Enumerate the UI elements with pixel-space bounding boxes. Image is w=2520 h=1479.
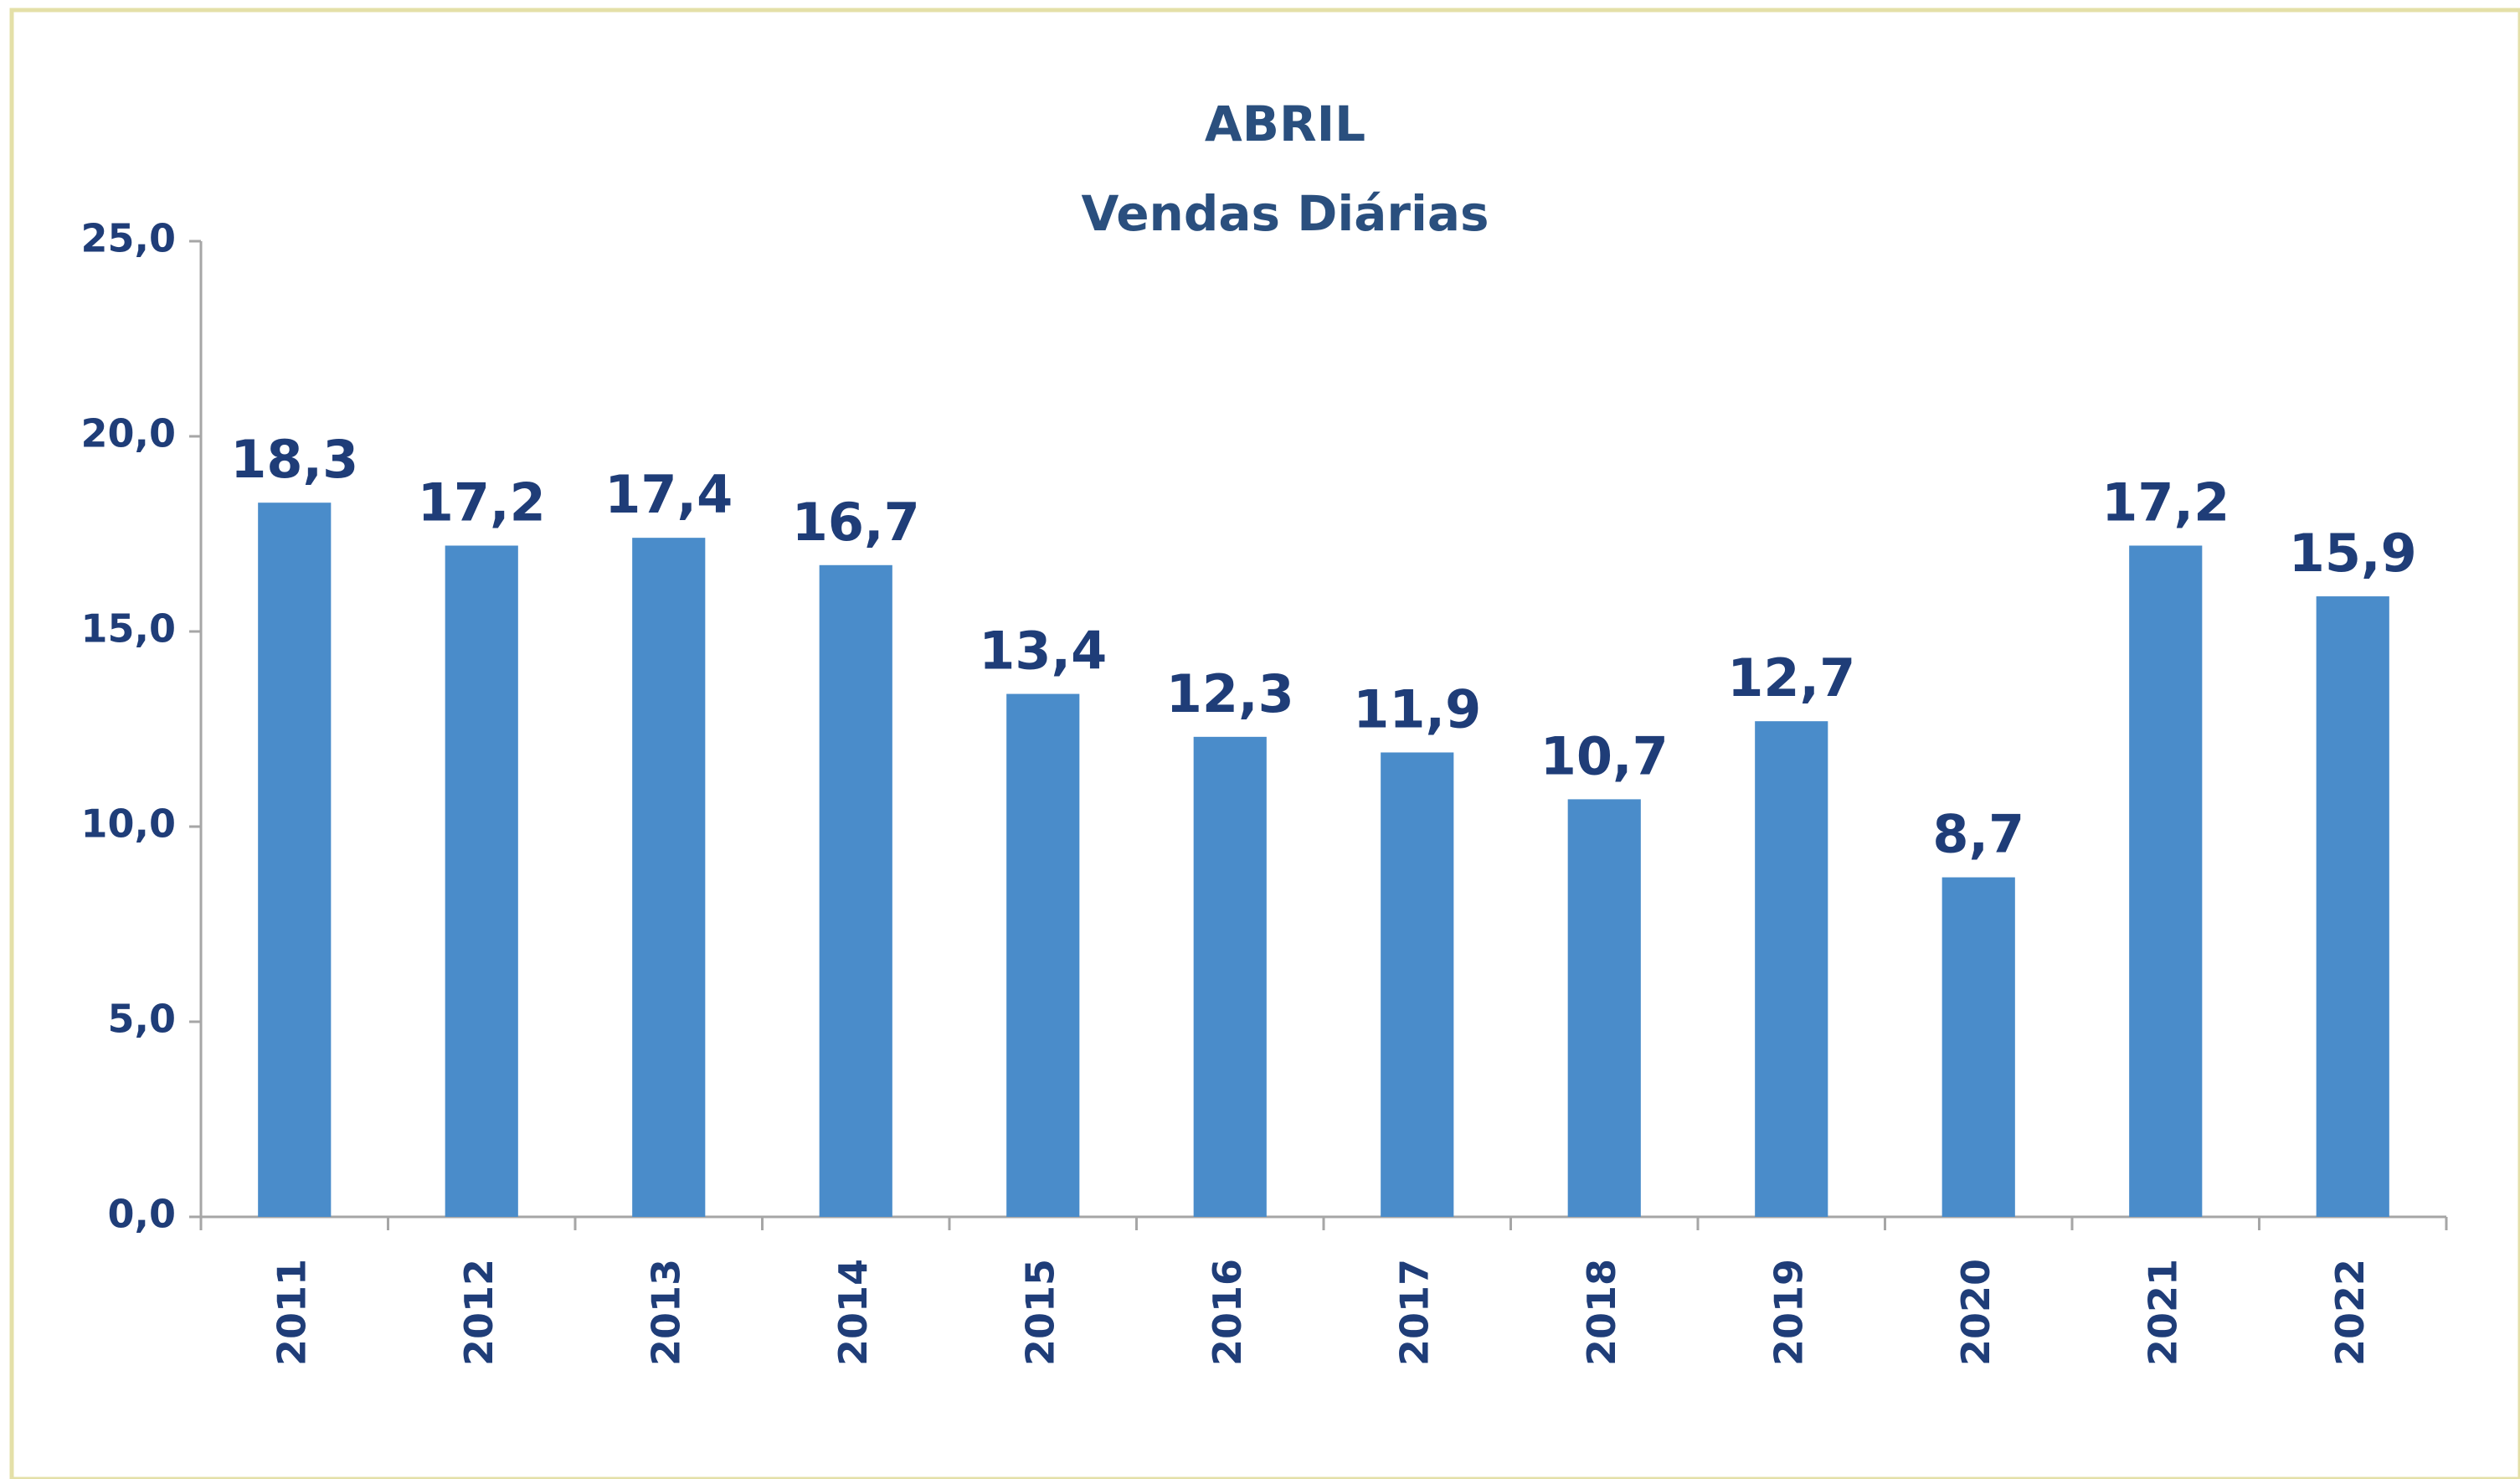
x-tick-label: 2012 [456, 1259, 501, 1366]
y-tick-label: 20,0 [81, 411, 177, 456]
bar [2129, 545, 2203, 1217]
y-tick-label: 10,0 [81, 801, 177, 847]
x-tick-label: 2021 [2140, 1259, 2185, 1366]
value-label: 12,7 [1727, 647, 1855, 709]
y-tick-label: 25,0 [81, 216, 177, 261]
bar [2316, 596, 2389, 1217]
x-tick-label: 2011 [269, 1259, 314, 1366]
bar [1006, 693, 1080, 1217]
value-label: 17,4 [604, 464, 733, 525]
x-tick-label: 2015 [1017, 1259, 1062, 1366]
bar [819, 564, 892, 1217]
value-label: 17,2 [418, 472, 546, 533]
chart-title: ABRIL [1205, 95, 1365, 152]
value-label: 18,3 [230, 429, 358, 490]
chart-subtitle: Vendas Diárias [1081, 185, 1489, 242]
y-tick-label: 15,0 [81, 606, 177, 652]
y-tick-label: 0,0 [108, 1192, 177, 1237]
x-tick-label: 2013 [643, 1259, 688, 1366]
bar [1755, 721, 1828, 1217]
value-label: 12,3 [1166, 663, 1294, 724]
x-tick-label: 2016 [1205, 1259, 1250, 1366]
x-tick-label: 2022 [2327, 1259, 2373, 1366]
value-label: 8,7 [1932, 804, 2024, 865]
x-tick-label: 2019 [1766, 1259, 1811, 1366]
bar [1381, 752, 1454, 1217]
bar [632, 538, 706, 1217]
bar [1567, 799, 1641, 1217]
x-tick-label: 2014 [831, 1259, 876, 1366]
bar [445, 545, 518, 1217]
value-label: 15,9 [2289, 523, 2417, 584]
bar [1193, 736, 1267, 1217]
bar [258, 502, 332, 1217]
value-label: 16,7 [792, 492, 920, 553]
y-tick-label: 5,0 [108, 997, 177, 1042]
value-label: 11,9 [1353, 678, 1481, 740]
x-tick-label: 2018 [1579, 1259, 1624, 1366]
x-tick-label: 2020 [1953, 1259, 1998, 1366]
value-label: 17,2 [2101, 472, 2229, 533]
bar [1941, 877, 2015, 1217]
value-label: 13,4 [979, 621, 1107, 682]
value-label: 10,7 [1540, 725, 1669, 786]
x-tick-label: 2017 [1391, 1259, 1437, 1366]
chart-border [9, 8, 2520, 1479]
